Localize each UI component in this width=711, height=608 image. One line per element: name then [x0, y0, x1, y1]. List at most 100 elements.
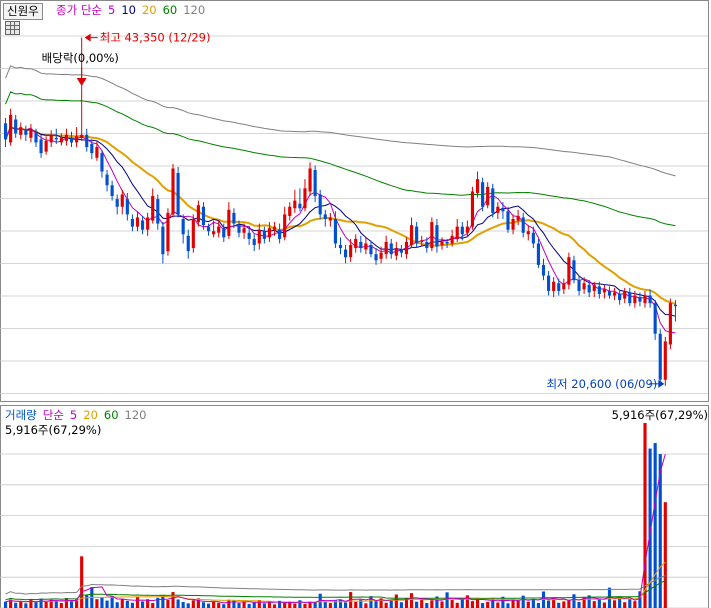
candle-body: [257, 229, 261, 244]
volume-bar: [536, 603, 541, 608]
volume-max-label-right: 5,916주(67,29%): [611, 408, 708, 422]
candle-body: [501, 208, 505, 212]
ma120-line: [5, 65, 676, 177]
volume-bar: [643, 423, 647, 608]
candle-body: [156, 199, 160, 224]
candle-body: [648, 295, 652, 304]
candle-body: [511, 218, 515, 230]
volume-bar: [156, 597, 160, 608]
volume-bar: [166, 600, 170, 608]
price-panel-frame: [0, 0, 709, 402]
volume-legend: 거래량 단순 5 20 60 120: [5, 408, 152, 423]
volume-bar: [80, 556, 84, 608]
candle-body: [242, 228, 246, 233]
candle-body: [318, 194, 322, 215]
volume-bar: [582, 597, 586, 608]
volume-bar: [125, 600, 129, 608]
volume-bar: [247, 603, 251, 608]
candle-body: [531, 232, 535, 244]
volume-bar: [425, 603, 429, 608]
candle-body: [206, 226, 211, 232]
volume-bar: [14, 602, 18, 608]
volume-bar: [323, 601, 327, 608]
candle-body: [267, 228, 272, 238]
candle-body: [470, 191, 475, 227]
candle-body: [105, 174, 109, 186]
candle-body: [552, 281, 556, 291]
candle-body: [673, 304, 678, 307]
candle-body: [54, 137, 58, 140]
candle-body: [415, 226, 419, 244]
volume-bar: [191, 600, 195, 608]
volume-bar: [105, 600, 109, 608]
volume-bar: [557, 602, 561, 608]
candle-body: [227, 209, 231, 236]
volume-bar: [278, 600, 282, 608]
candle-body: [151, 196, 155, 221]
candle-body: [602, 289, 606, 293]
candle-body: [430, 222, 434, 249]
candle-body: [14, 119, 18, 134]
volume-bar: [54, 600, 58, 608]
candle-body: [85, 134, 89, 148]
candle-body: [612, 292, 617, 296]
volume-bar: [176, 599, 180, 608]
volume-bar: [633, 601, 637, 608]
price-gridlines: [0, 35, 708, 394]
volume-bar: [481, 603, 485, 608]
candle-body: [658, 333, 662, 380]
volume-bar: [303, 603, 307, 608]
volume-bar: [313, 602, 317, 608]
vol-ma60-line: [5, 580, 666, 601]
legend-ma60: 60: [162, 3, 178, 17]
candle-body: [313, 170, 317, 197]
candle-body: [90, 143, 94, 154]
candle-body: [526, 231, 530, 235]
volume-max-label-left: 5,916주(67,29%): [5, 423, 102, 437]
volume-bar: [171, 592, 175, 608]
candle-body: [557, 283, 561, 291]
candle-body: [587, 284, 591, 293]
candle-body: [547, 275, 551, 291]
volume-bar: [496, 602, 500, 608]
candle-body: [582, 283, 586, 290]
volume-bar: [69, 601, 74, 608]
candle-body: [359, 241, 363, 249]
candle-body: [237, 225, 241, 233]
volume-bar: [252, 602, 256, 608]
candle-body: [663, 341, 667, 380]
candle-body: [75, 136, 79, 143]
candle-body: [491, 188, 495, 213]
volume-bar: [450, 600, 454, 608]
volume-bar: [120, 598, 124, 608]
candle-body: [44, 140, 48, 152]
volume-bar: [272, 604, 277, 608]
volume-bar: [135, 596, 140, 608]
candle-body: [541, 264, 546, 276]
candle-body: [435, 225, 439, 247]
volume-bar: [100, 597, 104, 608]
candle-body: [298, 203, 302, 209]
volume-panel-frame: [0, 405, 709, 608]
candle-body: [623, 290, 627, 299]
candle-body: [95, 147, 99, 158]
volume-bar: [75, 599, 79, 608]
volume-bar: [328, 603, 332, 608]
legend-vol-ma60: 60: [103, 408, 119, 422]
volume-bar: [44, 601, 48, 608]
volume-bar: [24, 603, 28, 608]
volume-bar: [572, 594, 576, 608]
stock-name-tab[interactable]: 신원우: [3, 3, 43, 20]
volume-bar: [237, 603, 241, 608]
candle-body: [409, 225, 414, 245]
dividend-arrow-head: [76, 78, 87, 86]
dividend-label: 배당락(0,00%): [42, 51, 119, 65]
volume-bar: [638, 591, 642, 608]
candle-body: [278, 229, 282, 239]
volume-bar: [288, 601, 292, 608]
candle-body: [567, 257, 571, 285]
table-icon[interactable]: [5, 21, 20, 35]
volume-bar: [262, 603, 266, 608]
candle-body: [338, 245, 343, 249]
